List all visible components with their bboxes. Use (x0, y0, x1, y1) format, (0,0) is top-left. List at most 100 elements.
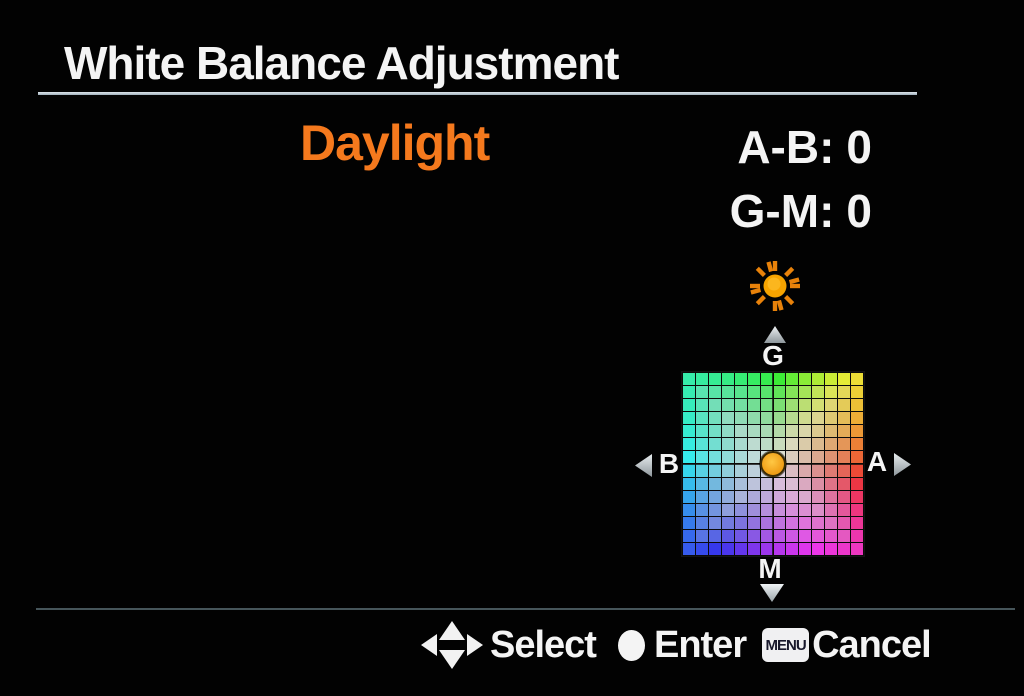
enter-hint[interactable]: Enter (653, 623, 747, 666)
wb-grid-cell (838, 438, 851, 451)
wb-grid-cell (695, 529, 708, 542)
wb-grid-cell (838, 386, 851, 399)
wb-preset-name: Daylight (300, 115, 490, 171)
wb-grid-cell (799, 438, 812, 451)
wb-grid-cell (812, 503, 825, 516)
wb-grid-cell (721, 542, 734, 555)
wb-grid-cell (734, 464, 747, 477)
wb-grid-cell (721, 490, 734, 503)
wb-grid-cell (773, 490, 786, 503)
axis-label-amber: A (866, 446, 888, 477)
wb-grid-cell (760, 399, 773, 412)
menu-button-badge[interactable]: MENU (762, 628, 810, 662)
dpad-up-icon (439, 621, 465, 640)
wb-grid-cell (683, 412, 695, 425)
gm-value-row: G-M: 0 (730, 184, 872, 238)
wb-grid-cell (825, 399, 838, 412)
wb-grid-cell (708, 425, 721, 438)
wb-grid-cell (825, 542, 838, 555)
arrow-right-icon[interactable] (894, 453, 911, 476)
select-hint[interactable]: Select (490, 623, 597, 666)
wb-grid-cell (851, 464, 863, 477)
center-button-icon[interactable] (617, 629, 645, 661)
wb-color-grid[interactable] (681, 371, 865, 557)
wb-grid-cell (851, 373, 863, 386)
axis-label-green: G (762, 340, 784, 371)
wb-grid-cell (799, 451, 812, 464)
wb-grid-cell (721, 516, 734, 529)
wb-grid-cell (838, 451, 851, 464)
wb-grid-cell (734, 477, 747, 490)
wb-grid-cell (683, 516, 695, 529)
wb-grid-cell (773, 516, 786, 529)
wb-grid-cell (851, 399, 863, 412)
wb-grid-cell (838, 464, 851, 477)
wb-grid-cell (747, 399, 760, 412)
wb-grid-cell (851, 503, 863, 516)
ab-value-row: A-B: 0 (737, 120, 872, 174)
wb-grid-cell (799, 412, 812, 425)
wb-grid-cell (760, 386, 773, 399)
wb-grid-cell (695, 516, 708, 529)
wb-grid-cell (721, 412, 734, 425)
wb-grid-cell (786, 412, 799, 425)
gm-value: 0 (846, 185, 872, 237)
wb-grid-cell (695, 503, 708, 516)
wb-grid-cell (695, 373, 708, 386)
wb-grid-cell (812, 373, 825, 386)
wb-grid-cell (760, 412, 773, 425)
wb-grid-cell (799, 542, 812, 555)
wb-grid-cell (773, 529, 786, 542)
wb-grid-cell (683, 464, 695, 477)
wb-grid-cell (683, 451, 695, 464)
wb-grid-cell (773, 373, 786, 386)
wb-grid-cell (683, 399, 695, 412)
cancel-hint[interactable]: Cancel (812, 623, 932, 666)
wb-grid-cell (683, 477, 695, 490)
wb-grid-cell (786, 477, 799, 490)
wb-grid-cell (683, 503, 695, 516)
arrow-down-icon[interactable] (760, 584, 784, 602)
wb-grid-cell (773, 542, 786, 555)
wb-grid-cell (721, 373, 734, 386)
arrow-left-icon[interactable] (635, 454, 652, 477)
wb-grid-cell (683, 490, 695, 503)
wb-grid-cell (812, 516, 825, 529)
wb-grid-cell (786, 542, 799, 555)
wb-grid-cell (695, 386, 708, 399)
wb-grid-cell (760, 477, 773, 490)
wb-grid-cell (747, 477, 760, 490)
wb-grid-cell (825, 529, 838, 542)
wb-grid-cell (786, 529, 799, 542)
wb-shift-marker[interactable] (760, 451, 786, 477)
wb-grid-cell (683, 542, 695, 555)
wb-grid-cell (683, 529, 695, 542)
footer-hint-bar: Select Enter MENU Cancel (421, 618, 932, 672)
wb-grid-cell (825, 477, 838, 490)
wb-grid-cell (760, 438, 773, 451)
wb-grid-cell (825, 438, 838, 451)
wb-grid-cell (760, 503, 773, 516)
wb-grid-cell (812, 412, 825, 425)
wb-grid-cell (799, 373, 812, 386)
axis-label-magenta: M (758, 553, 782, 584)
wb-grid-cell (721, 464, 734, 477)
ab-value: 0 (846, 121, 872, 173)
wb-grid-cell (786, 399, 799, 412)
wb-grid-cell (721, 503, 734, 516)
wb-grid-cell (747, 464, 760, 477)
wb-grid-cell (799, 477, 812, 490)
wb-grid-cell (786, 373, 799, 386)
wb-grid-cell (708, 399, 721, 412)
wb-grid-cell (708, 386, 721, 399)
wb-grid-cell (838, 477, 851, 490)
wb-grid-cell (812, 542, 825, 555)
dpad-icon[interactable] (421, 621, 483, 669)
wb-grid-cell (812, 438, 825, 451)
wb-grid-cell (708, 490, 721, 503)
wb-grid-cell (747, 516, 760, 529)
footer-divider (36, 608, 1015, 610)
wb-grid-cell (786, 490, 799, 503)
wb-grid-cell (825, 386, 838, 399)
